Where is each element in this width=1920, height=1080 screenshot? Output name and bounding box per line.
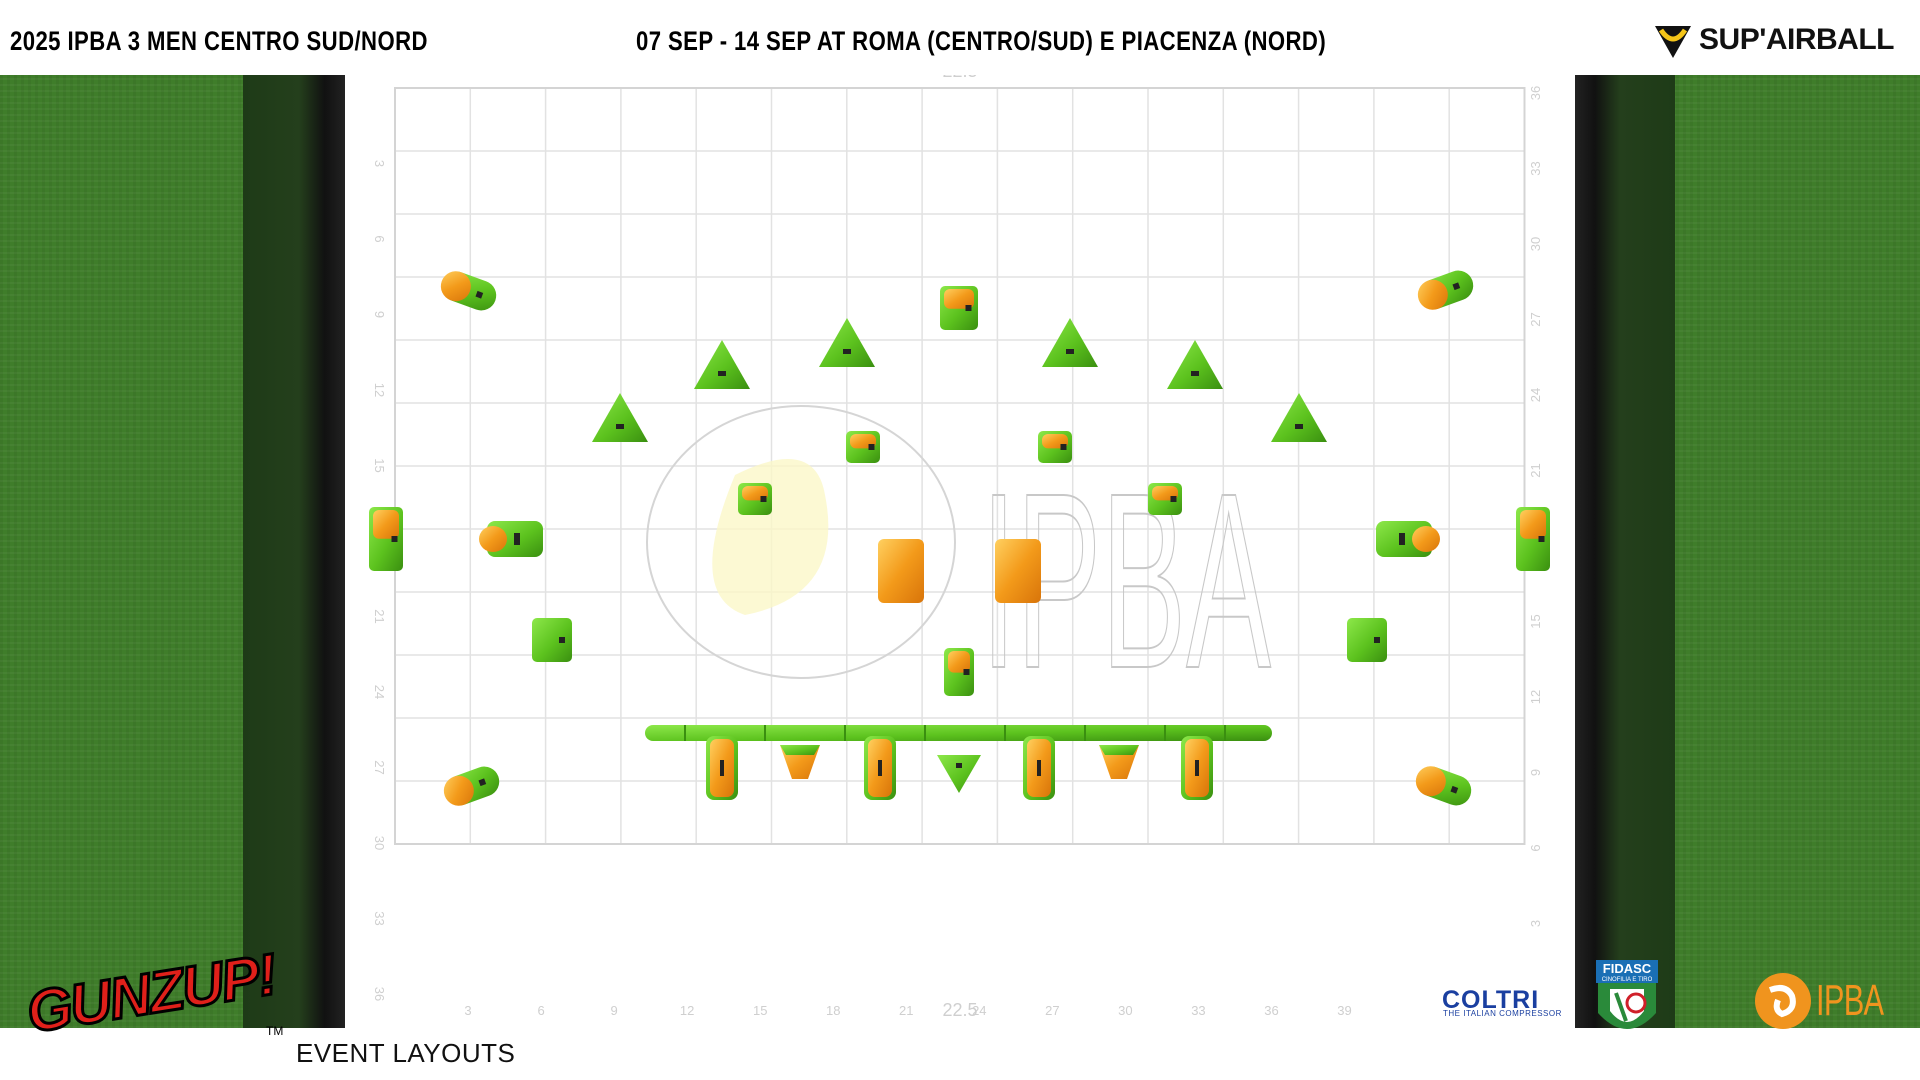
ipba-logo-text: IPBA <box>1816 976 1884 1025</box>
bunker-side-right <box>1376 521 1440 557</box>
bunker-pyramid-3 <box>819 318 875 367</box>
grass-right <box>1662 75 1920 1028</box>
y-tick-label-left: 24 <box>372 685 387 699</box>
ipba-logo: IPBA <box>1752 970 1912 1032</box>
bunker-lower-left <box>532 618 572 662</box>
x-tick-label: 12 <box>680 1003 694 1018</box>
y-tick-label-left: 12 <box>372 383 387 397</box>
bunker-top-center <box>940 286 978 330</box>
y-tick-label-left: 6 <box>372 235 387 242</box>
bunker-can-bottom-right <box>1415 766 1472 806</box>
coltri-tagline: THE ITALIAN COMPRESSOR <box>1443 1009 1562 1018</box>
bunker-small-cube-1 <box>846 431 880 463</box>
snake-piece-5 <box>1023 736 1055 800</box>
netting-left <box>243 75 345 1028</box>
snake-piece-3 <box>864 736 896 800</box>
bunker-side-left <box>479 521 543 557</box>
snake-piece-1 <box>706 736 738 800</box>
x-tick-label: 24 <box>972 1003 986 1018</box>
y-tick-label-right: 15 <box>1528 614 1543 628</box>
supairball-mark-icon <box>1655 26 1692 58</box>
bunker-pyramid-5 <box>1167 340 1223 389</box>
event-dates: 07 SEP - 14 SEP AT ROMA (CENTRO/SUD) E P… <box>636 26 1327 56</box>
y-tick-label-left: 33 <box>372 911 387 925</box>
y-tick-label-right: 6 <box>1528 844 1543 851</box>
bunker-cake-left <box>878 539 924 603</box>
event-title: 2025 IPBA 3 MEN CENTRO SUD/NORD <box>10 26 428 56</box>
bunker-small-cube-2 <box>1038 431 1072 463</box>
snake-piece-7 <box>1181 736 1213 800</box>
x-tick-label: 30 <box>1118 1003 1132 1018</box>
y-tick-label-right: 27 <box>1528 312 1543 326</box>
bunkers <box>369 270 1550 806</box>
bunker-pyramid-6 <box>1271 393 1327 442</box>
bunker-lower-right <box>1347 618 1387 662</box>
x-tick-label: 21 <box>899 1003 913 1018</box>
footer-bar <box>0 1028 1920 1080</box>
bunker-pyramid-4 <box>1042 318 1098 367</box>
y-tick-label-right: 9 <box>1528 769 1543 776</box>
bunker-small-cube-3 <box>738 483 772 515</box>
snake-piece-6 <box>1099 745 1139 779</box>
bunker-can-bottom-left <box>443 766 500 806</box>
center-label-bottom: 22.5 <box>942 1000 977 1020</box>
bunker-pyramid-2 <box>694 340 750 389</box>
x-tick-label: 39 <box>1337 1003 1351 1018</box>
brand-name: SUP'AIRBALL <box>1699 23 1894 56</box>
y-tick-label-left: 27 <box>372 760 387 774</box>
fidasc-sub: CINOFILIA E TIRO <box>1596 977 1658 983</box>
field-area: 3691215182124273033363936912151821242730… <box>345 61 1575 1028</box>
bunker-pyramid-1 <box>592 393 648 442</box>
y-tick-label-left: 30 <box>372 836 387 850</box>
x-tick-label: 18 <box>826 1003 840 1018</box>
x-tick-label: 3 <box>464 1003 471 1018</box>
y-tick-label-right: 3 <box>1528 920 1543 927</box>
center-label-top: 22.5 <box>942 75 977 81</box>
x-tick-label: 27 <box>1045 1003 1059 1018</box>
grass-left <box>0 75 258 1028</box>
axis-ticks: 3691215182124273033363936912151821242730… <box>372 61 1543 1020</box>
y-tick-label-right: 24 <box>1528 388 1543 402</box>
bunker-edge-left <box>369 507 403 571</box>
x-tick-label: 15 <box>753 1003 767 1018</box>
x-tick-label: 6 <box>537 1003 544 1018</box>
y-tick-label-right: 36 <box>1528 86 1543 100</box>
bunker-edge-right <box>1516 507 1550 571</box>
coltri-logo: COLTRI <box>1442 986 1540 1014</box>
fidasc-shield-icon <box>1598 983 1656 1029</box>
snake-piece-4 <box>937 755 981 793</box>
snake-piece-2 <box>780 745 820 779</box>
ipba-mark-icon <box>1755 973 1811 1029</box>
y-tick-label-left: 3 <box>372 160 387 167</box>
bunker-can-top-left <box>440 271 497 311</box>
header-bar: 2025 IPBA 3 MEN CENTRO SUD/NORD 07 SEP -… <box>0 0 1920 75</box>
netting-right <box>1575 75 1675 1028</box>
y-tick-label-right: 30 <box>1528 237 1543 251</box>
field-grid <box>394 87 1526 845</box>
bunker-snake <box>645 725 1272 741</box>
fidasc-label: FIDASC <box>1596 960 1658 977</box>
y-tick-label-left: 9 <box>372 311 387 318</box>
fidasc-logo: FIDASC CINOFILIA E TIRO <box>1596 960 1658 1048</box>
x-tick-label: 9 <box>611 1003 618 1018</box>
bunker-center-small <box>944 648 974 696</box>
x-tick-label: 33 <box>1191 1003 1205 1018</box>
bunker-can-top-right <box>1417 270 1474 310</box>
x-tick-label: 36 <box>1264 1003 1278 1018</box>
bunker-cake-right <box>995 539 1041 603</box>
y-tick-label-right: 33 <box>1528 161 1543 175</box>
event-layouts-label: EVENT LAYOUTS <box>296 1038 516 1068</box>
y-tick-label-right: 12 <box>1528 690 1543 704</box>
gunzup-tm: TM <box>266 1024 284 1038</box>
field-layout: 3691215182124273033363936912151821242730… <box>369 61 1550 1020</box>
supairball-logo: SUP'AIRBALL <box>1651 18 1894 62</box>
y-tick-label-left: 21 <box>372 609 387 623</box>
y-tick-label-left: 15 <box>372 458 387 472</box>
y-tick-label-left: 36 <box>372 987 387 1001</box>
y-tick-label-right: 21 <box>1528 463 1543 477</box>
bunker-small-cube-4 <box>1148 483 1182 515</box>
